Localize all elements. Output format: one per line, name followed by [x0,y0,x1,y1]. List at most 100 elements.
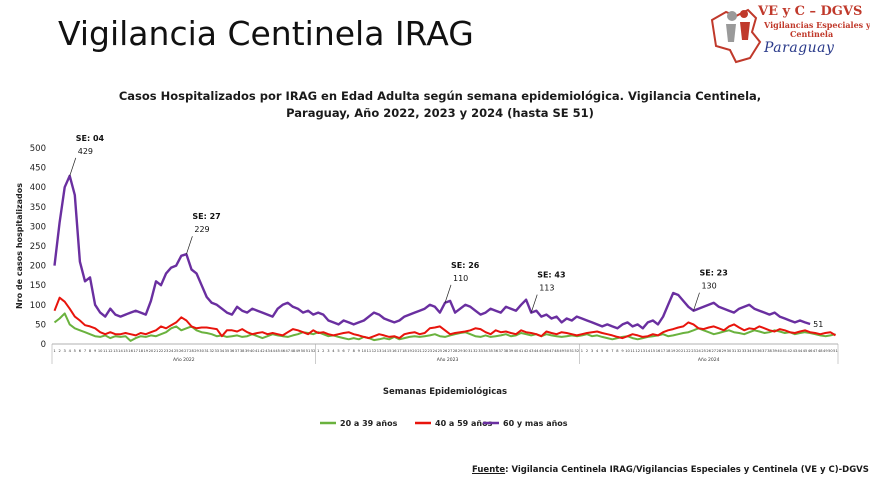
x-tick-label: 51 [833,349,838,353]
annotation-leader [530,294,538,313]
x-tick-label: 20 [676,349,681,353]
x-tick-label: 2 [586,349,588,353]
x-tick-label: 48 [818,349,823,353]
x-tick-label: 12 [372,349,377,353]
x-tick-label: 6 [342,349,345,353]
annotation-leader [186,236,193,255]
x-tick-label: 22 [686,349,691,353]
x-tick-label: 38 [767,349,772,353]
x-tick-label: 5 [74,349,76,353]
x-tick-label: 34 [220,349,225,353]
x-tick-label: 28 [189,349,194,353]
series-line-3 [53,174,811,330]
y-tick-label: 500 [30,144,46,154]
x-tick-label: 42 [260,349,265,353]
year-label: Año 2024 [698,357,720,363]
x-tick-label: 15 [123,349,128,353]
x-tick-label: 4 [332,349,335,353]
x-tick-label: 30 [727,349,732,353]
source-note: Fuente: Vigilancia Centinela IRAG/Vigila… [472,465,869,475]
x-tick-label: 47 [549,349,554,353]
y-tick-label: 350 [30,203,46,213]
x-tick-label: 6 [606,349,609,353]
annotation-value: 110 [453,274,468,283]
x-tick-label: 13 [377,349,382,353]
x-tick-label: 14 [118,349,123,353]
chart-title: Casos Hospitalizados por IRAG en Edad Ad… [110,88,770,122]
x-tick-label: 25 [174,349,179,353]
x-tick-label: 10 [362,349,367,353]
x-tick-label: 43 [793,349,798,353]
x-tick-label: 32 [473,349,478,353]
annotation-week: SE: 27 [192,212,220,221]
logo-subtitle-2: Centinela [790,29,834,39]
source-label: Fuente [472,465,506,475]
x-tick-label: 45 [803,349,808,353]
x-tick-label: 36 [493,349,498,353]
x-tick-label: 44 [534,349,539,353]
x-tick-label: 52 [575,349,580,353]
x-tick-label: 5 [337,349,339,353]
x-tick-label: 18 [138,349,143,353]
x-tick-label: 3 [64,349,66,353]
x-tick-label: 1 [53,349,55,353]
x-tick-label: 24 [696,349,701,353]
x-axis-title: Semanas Epidemiológicas [383,386,507,397]
x-tick-label: 23 [691,349,696,353]
x-tick-label: 45 [275,349,280,353]
x-tick-label: 17 [133,349,138,353]
x-tick-label: 31 [732,349,737,353]
x-tick-label: 33 [215,349,220,353]
x-tick-label: 45 [539,349,544,353]
x-tick-label: 25 [701,349,706,353]
x-tick-label: 44 [798,349,803,353]
x-tick-label: 50 [301,349,306,353]
y-tick-label: 100 [30,301,46,311]
x-tick-label: 24 [433,349,438,353]
x-tick-label: 38 [504,349,509,353]
chart-title-line2: Paraguay, Año 2022, 2023 y 2024 (hasta S… [286,106,594,120]
x-tick-label: 15 [387,349,392,353]
source-text: : Vigilancia Centinela IRAG/Vigilancias … [505,465,869,475]
x-tick-label: 32 [209,349,214,353]
x-tick-label: 23 [427,349,432,353]
x-tick-label: 12 [635,349,640,353]
paraguay-map-icon [710,8,762,64]
x-tick-label: 33 [742,349,747,353]
x-tick-label: 2 [58,349,60,353]
x-tick-label: 11 [367,349,372,353]
y-tick-label: 200 [30,262,46,272]
x-tick-label: 8 [89,349,92,353]
x-tick-label: 14 [646,349,651,353]
x-tick-label: 1 [581,349,583,353]
series-line-1 [53,312,836,342]
annotation-leader [69,157,77,176]
x-tick-label: 36 [230,349,235,353]
annotation-value: 429 [78,147,93,156]
x-tick-label: 34 [483,349,488,353]
annotation-week: SE: 26 [451,261,480,270]
x-tick-label: 30 [463,349,468,353]
x-tick-label: 33 [478,349,483,353]
y-tick-label: 150 [30,281,46,291]
x-tick-label: 23 [164,349,169,353]
x-tick-label: 50 [564,349,569,353]
x-tick-label: 43 [265,349,270,353]
legend-label: 60 y mas años [503,419,568,428]
x-tick-label: 29 [722,349,727,353]
x-tick-label: 22 [422,349,427,353]
x-tick-label: 40 [777,349,782,353]
annotation-value: 113 [539,284,554,293]
x-tick-label: 46 [280,349,285,353]
x-tick-label: 7 [84,349,86,353]
x-tick-label: 19 [407,349,412,353]
x-tick-label: 3 [591,349,593,353]
x-tick-label: 10 [98,349,103,353]
x-tick-label: 26 [443,349,448,353]
chart-title-line1: Casos Hospitalizados por IRAG en Edad Ad… [118,89,762,103]
logo-title: VE y C – DGVS [758,4,863,19]
x-tick-label: 25 [438,349,443,353]
x-tick-label: 1 [317,349,319,353]
annotation-week: SE: 43 [537,271,565,280]
